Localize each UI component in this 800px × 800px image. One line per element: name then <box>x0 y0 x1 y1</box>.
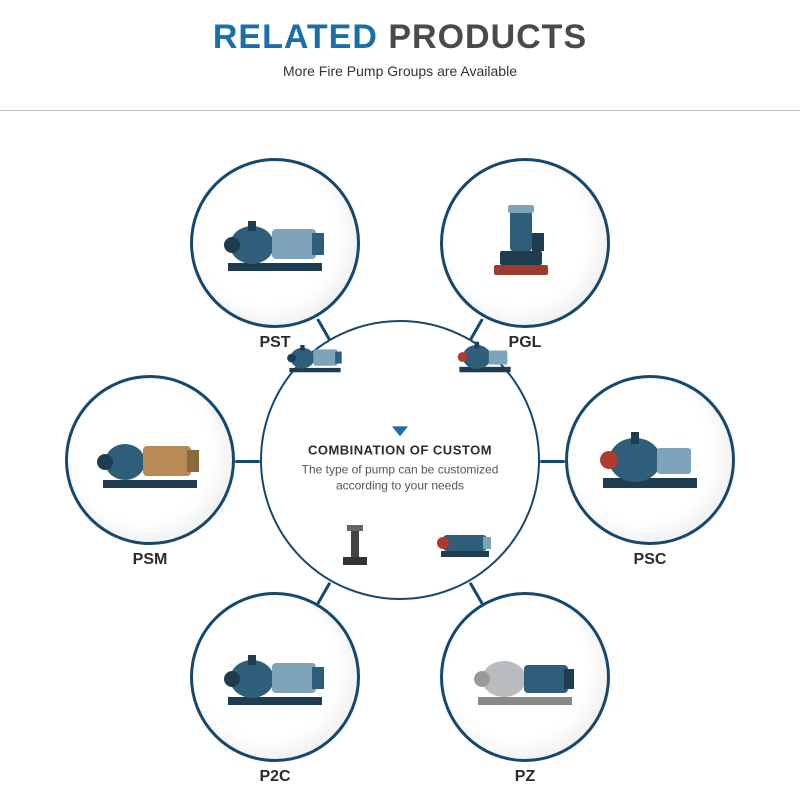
product-label-pst: PST <box>215 334 335 352</box>
product-label-pz: PZ <box>465 768 585 786</box>
chevron-down-icon <box>392 426 408 436</box>
center-title: COMBINATION OF CUSTOM <box>280 442 520 457</box>
title-rest: PRODUCTS <box>378 18 587 56</box>
product-node-psc[interactable] <box>565 375 735 545</box>
center-mini-br <box>430 516 500 566</box>
title-accent: RELATED <box>213 18 378 56</box>
page-subtitle: More Fire Pump Groups are Available <box>0 63 800 79</box>
connector <box>235 460 260 463</box>
product-node-pgl[interactable] <box>440 158 610 328</box>
center-text: The type of pump can be customized accor… <box>280 461 520 493</box>
connector <box>469 582 484 605</box>
page-title: RELATED PRODUCTS <box>0 18 800 57</box>
connector <box>540 460 565 463</box>
center-block: COMBINATION OF CUSTOM The type of pump c… <box>280 426 520 493</box>
product-node-pst[interactable] <box>190 158 360 328</box>
product-diagram: COMBINATION OF CUSTOM The type of pump c… <box>0 90 800 790</box>
product-node-p2c[interactable] <box>190 592 360 762</box>
product-node-pz[interactable] <box>440 592 610 762</box>
header: RELATED PRODUCTS More Fire Pump Groups a… <box>0 0 800 79</box>
product-node-psm[interactable] <box>65 375 235 545</box>
center-mini-bl <box>320 520 390 570</box>
product-label-psm: PSM <box>90 551 210 569</box>
product-label-p2c: P2C <box>215 768 335 786</box>
product-label-pgl: PGL <box>465 334 585 352</box>
product-label-psc: PSC <box>590 551 710 569</box>
connector <box>316 582 331 605</box>
